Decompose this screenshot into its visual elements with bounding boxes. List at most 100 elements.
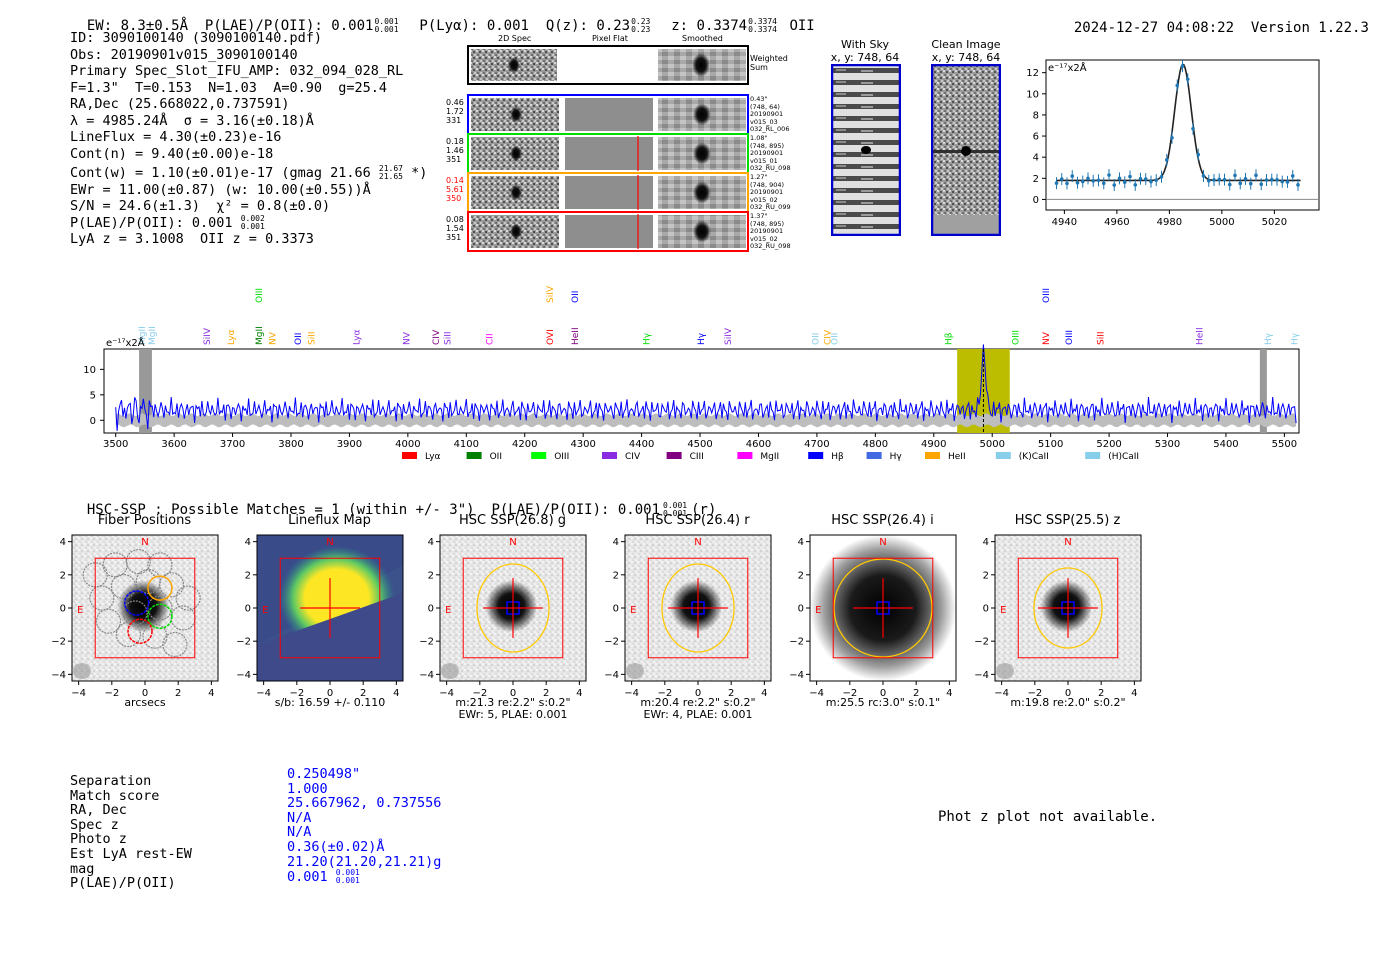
legend-label: CIV bbox=[625, 452, 641, 462]
cutout-stat: 1.72 bbox=[446, 107, 464, 116]
hsc-panel-title: Lineflux Map bbox=[288, 513, 371, 528]
compass-e: E bbox=[262, 605, 268, 616]
summary-text: EW: 8.3±0.5Å P(LAE)/P(OII): 0.001 bbox=[86, 18, 374, 34]
legend-label: HeII bbox=[948, 452, 966, 462]
legend-swatch bbox=[602, 452, 617, 459]
compass-e: E bbox=[815, 605, 821, 616]
match-plae-row: 0.001 0.001 0.001 bbox=[287, 869, 441, 885]
cutout-row-meta: 0.43" (748, 64) 20190901 v015_03 032_RL_006 bbox=[750, 95, 790, 134]
col-2d-spec: 2D Spec bbox=[498, 34, 532, 43]
match-label: Separation bbox=[70, 773, 152, 789]
spectrum-line-label: Hγ bbox=[1290, 332, 1300, 345]
info-line: LineFlux = 4.30(±0.23)e-16 bbox=[70, 129, 282, 145]
hsc-panel: HSC SSP(26.4) i N E −4 −4 −2 −2 0 0 2 2 4 4 m:25.5 rc… bbox=[780, 513, 965, 728]
hsc-y-tick: 2 bbox=[245, 570, 251, 581]
spectrum-line-label: SiIV bbox=[203, 327, 213, 345]
compass-e: E bbox=[1000, 605, 1006, 616]
hsc-panel-image: N E −4 −4 −2 −2 0 0 2 2 4 4 bbox=[236, 534, 404, 699]
legend-label: Hβ bbox=[831, 452, 844, 462]
cutout-meta-line: (748, 64) bbox=[750, 102, 780, 111]
contw-text: Cont(w) = 1.10(±0.01)e-17 (gmag 21.66 bbox=[70, 165, 371, 181]
legend-label: OIII bbox=[554, 452, 569, 462]
legend-swatch bbox=[666, 452, 682, 459]
hsc-panel-image: N E −4 −4 −2 −2 0 0 2 2 4 4 bbox=[419, 534, 587, 699]
cutout-stat: 5.61 bbox=[446, 185, 464, 194]
legend-swatch bbox=[808, 452, 824, 459]
match-label: Spec z bbox=[70, 816, 119, 833]
spectrum-x-tick: 3900 bbox=[337, 439, 362, 450]
contw-sup: 21.67 bbox=[378, 164, 403, 173]
hsc-panel-image: N E −4 −4 −2 −2 0 0 2 2 4 4 bbox=[51, 534, 219, 699]
with-sky-xy: x, y: 748, 64 bbox=[830, 51, 900, 64]
hsc-y-tick: −4 bbox=[419, 670, 434, 681]
match-value: N/A bbox=[287, 824, 312, 841]
hsc-panel-image: N E −4 −4 −2 −2 0 0 2 2 4 4 bbox=[974, 534, 1142, 699]
compass-n: N bbox=[141, 537, 148, 548]
hsc-x-tick: 2 bbox=[913, 688, 919, 699]
detection-info: ID: 3090100140 (3090100140.pdf) Obs: 201… bbox=[70, 30, 427, 248]
hsc-y-tick: 4 bbox=[428, 537, 434, 548]
spectrum-line-label: OII bbox=[294, 333, 304, 345]
hsc-x-tick: 2 bbox=[175, 688, 181, 699]
legend-swatch bbox=[466, 452, 482, 459]
cutout-meta-line: 032_RL_006 bbox=[750, 125, 790, 133]
spectrum-line-label: HeII bbox=[571, 327, 581, 345]
cutout-stat: 331 bbox=[446, 116, 462, 125]
cutout-meta-line: 1.27" bbox=[750, 173, 768, 181]
spectrum-line-label: SiII bbox=[444, 331, 454, 345]
match-value: 0.250498" bbox=[287, 766, 361, 782]
info-line: λ = 4985.24Å σ = 3.16(±0.18)Å bbox=[70, 112, 314, 129]
zoom-x-tick: 4960 bbox=[1104, 217, 1129, 228]
hsc-x-tick: 2 bbox=[360, 688, 366, 699]
photz-message: Phot z plot not available. bbox=[938, 809, 1158, 825]
info-line: Obs: 20190901v015_3090100140 bbox=[70, 46, 298, 63]
info-line: RA,Dec (25.668022,0.737591) bbox=[70, 96, 290, 112]
cutout-meta-line: 20190901 bbox=[750, 149, 784, 157]
hsc-y-tick: 4 bbox=[60, 537, 66, 548]
cutout-meta-line: 032_RU_099 bbox=[750, 203, 791, 211]
hsc-y-tick: −2 bbox=[419, 637, 434, 648]
spectrum-line-label: OIII bbox=[1012, 330, 1022, 345]
hsc-x-tick: 4 bbox=[946, 688, 952, 699]
spectrum-x-tick: 5200 bbox=[1096, 439, 1121, 450]
spectrum-line-label: MgII bbox=[255, 326, 265, 345]
compass-n: N bbox=[1064, 537, 1071, 548]
spectrum-x-tick: 4500 bbox=[687, 439, 712, 450]
match-value: N/A bbox=[287, 809, 312, 826]
cutout-stat: 0.08 bbox=[446, 215, 464, 224]
plya-text: P(Lyα): 0.001 Q(z): 0.23 bbox=[419, 18, 631, 34]
hsc-panel-title: HSC SSP(25.5) z bbox=[1014, 513, 1121, 528]
hsc-x-tick: −4 bbox=[809, 688, 824, 699]
legend-swatch bbox=[925, 452, 940, 459]
summary-line: EW: 8.3±0.5Å P(LAE)/P(OII): 0.001 0.001 0.… bbox=[70, 2, 815, 35]
hsc-y-tick: 4 bbox=[613, 537, 619, 548]
match-table-values: 0.250498" 1.000 25.667962, 0.737556 N/A … bbox=[287, 767, 441, 885]
hsc-y-tick: −4 bbox=[604, 670, 619, 681]
spectrum-line-label: Hβ bbox=[944, 332, 954, 345]
match-label: Est LyA rest-EW bbox=[70, 845, 192, 862]
spectrum-x-tick: 3700 bbox=[220, 439, 245, 450]
hsc-x-tick: 0 bbox=[695, 688, 701, 699]
lya-line: LyA z = 3.1008 OII z = 0.3373 bbox=[70, 231, 314, 247]
timestamp-version: 2024-12-27 04:08:22 Version 1.22.3 bbox=[1057, 4, 1369, 36]
compass-n: N bbox=[326, 537, 333, 548]
spectrum-line-label: MgII bbox=[138, 326, 148, 345]
cutout-row-border bbox=[467, 211, 749, 252]
hsc-panel-caption: m:19.8 re:2.0" s:0.2" bbox=[1010, 696, 1126, 709]
spectrum-line-label: CIV bbox=[823, 329, 833, 345]
hsc-y-tick: −2 bbox=[604, 637, 619, 648]
match-value: 1.000 bbox=[287, 780, 328, 797]
with-sky-image bbox=[831, 64, 901, 236]
hsc-x-tick: 2 bbox=[1098, 688, 1104, 699]
match-table-labels: Separation Match score RA, Dec Spec z Ph… bbox=[70, 774, 192, 891]
hsc-x-tick: 2 bbox=[728, 688, 734, 699]
hsc-y-tick: −4 bbox=[236, 670, 251, 681]
zoom-x-tick: 5000 bbox=[1209, 217, 1234, 228]
cutout-meta-line: (748, 895) bbox=[750, 141, 785, 150]
ewr-line: EWr = 11.00(±0.87) (w: 10.00(±0.55))Å bbox=[70, 181, 371, 198]
cutout-meta-line: v015_01 bbox=[750, 156, 778, 165]
match-label: Match score bbox=[70, 787, 160, 804]
clean-image bbox=[931, 64, 1001, 236]
match-plae-sub: 0.001 bbox=[335, 876, 360, 886]
hsc-panel: Lineflux Map N E −4 −4 −2 −2 0 0 2 2 4 4 s/b: 16.59 +… bbox=[227, 513, 412, 728]
